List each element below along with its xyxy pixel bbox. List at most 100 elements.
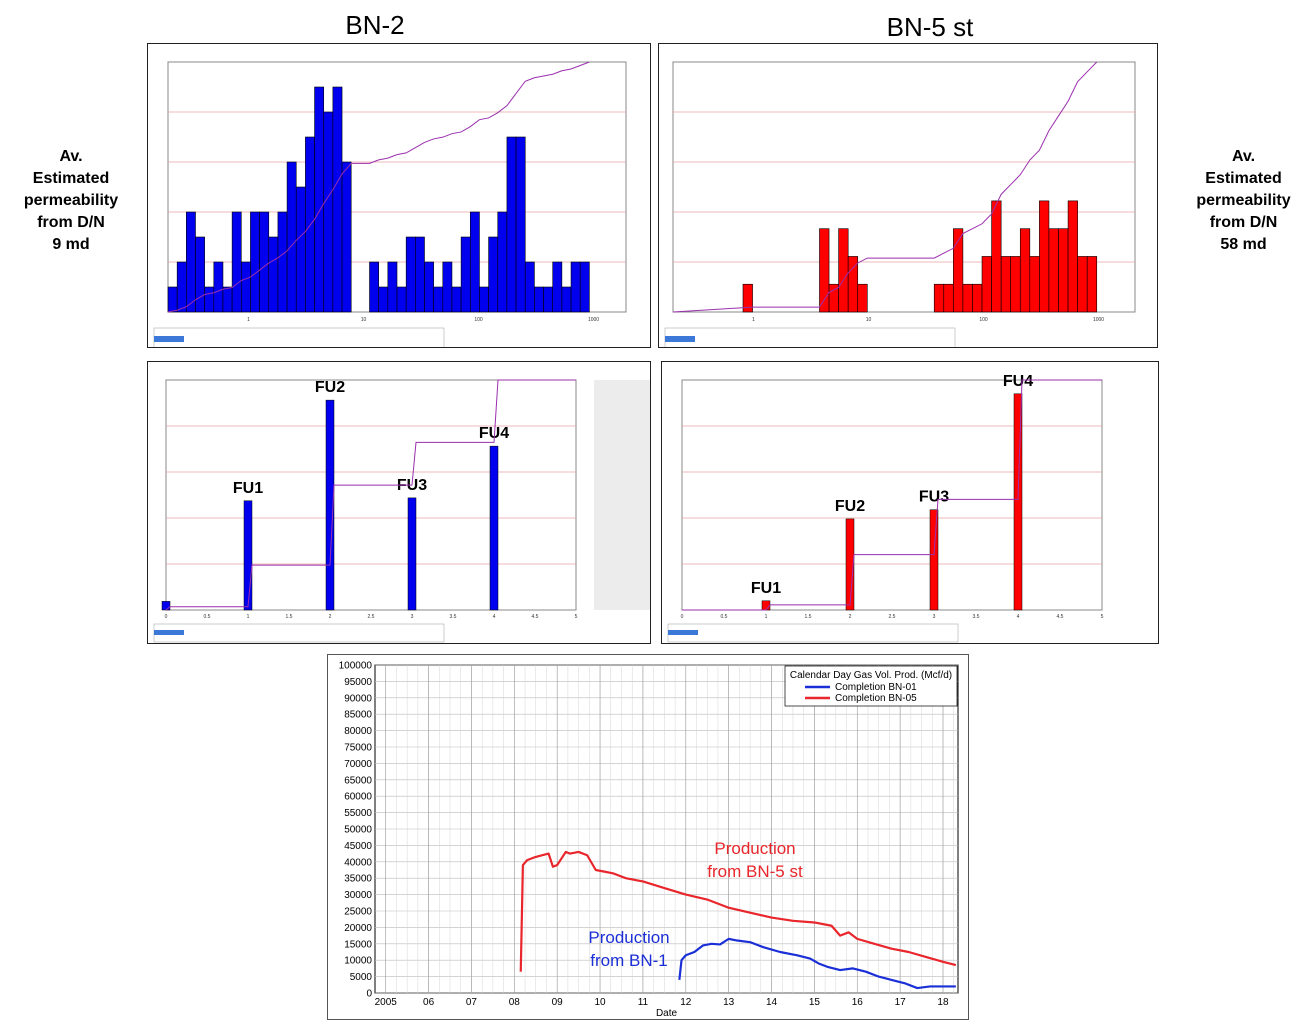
histogram-bar (396, 286, 407, 313)
histogram-bar (1000, 256, 1012, 313)
histogram-bar (543, 286, 554, 313)
histogram-bar (369, 261, 379, 313)
histogram-bar (222, 286, 233, 313)
x-tick-label: 2 (849, 614, 852, 620)
y-tick-label: 60000 (344, 792, 372, 803)
x-tick-label: 0.5 (721, 614, 728, 620)
y-tick-label: 15000 (344, 939, 372, 950)
histogram-bar (240, 261, 251, 313)
histogram-bar (213, 261, 224, 313)
y-tick-label: 95000 (344, 677, 372, 688)
histogram-bar (314, 86, 325, 313)
x-tick-label: 10 (361, 317, 367, 323)
histogram-bar (195, 236, 205, 313)
stats-table-highlight (154, 336, 184, 342)
flow-unit-bar (489, 445, 499, 611)
x-tick-label: 14 (766, 997, 778, 1008)
histogram-bar (933, 283, 945, 313)
bn5st-histogram-chart: 1 10 100 1000 (664, 61, 1136, 353)
histogram-bar (286, 161, 297, 313)
histogram-bar (176, 261, 187, 313)
histogram-bar (742, 283, 753, 313)
y-tick-label: 5000 (350, 972, 373, 983)
histogram-bar (405, 236, 416, 313)
title-bn2: BN-2 (345, 10, 405, 40)
histogram-bar (1019, 228, 1031, 313)
x-tick-label: 100 (474, 317, 483, 323)
y-tick-label: 30000 (344, 890, 372, 901)
histogram-bar (268, 236, 279, 313)
histogram-bar (972, 283, 983, 313)
flow-unit-bar (929, 509, 939, 611)
flow-unit-bar (325, 399, 335, 611)
histogram-bar (415, 236, 425, 313)
histogram-bar (378, 286, 389, 313)
x-tick-label: 17 (895, 997, 907, 1008)
histogram-bar (953, 228, 964, 313)
note-right-line: Av. (1231, 148, 1256, 165)
x-tick-label: 15 (809, 997, 821, 1008)
x-tick-label: 07 (466, 997, 478, 1008)
histogram-bar (488, 236, 499, 313)
annotation-text: Production (588, 928, 669, 947)
histogram-bar (981, 256, 992, 313)
bn2-flowunit-panel: FU1 FU2 FU3 FU4 0 0.5 1 1.5 2 2.5 3 3.5 4 4.5 5 (147, 361, 660, 644)
production-panel: 0 5000 10000 15000 20000 25000 30000 35000 40000… (327, 654, 969, 1020)
histogram-bar (1067, 200, 1078, 313)
note-left-line: permeability (23, 192, 119, 209)
x-tick-label: 2.5 (368, 614, 375, 620)
y-tick-label: 75000 (344, 743, 372, 754)
x-tick-label: 1 (765, 614, 768, 620)
histogram-bar (561, 286, 572, 313)
cumulative-line (682, 379, 1102, 611)
stats-table (153, 327, 445, 353)
histogram-bar (1058, 228, 1069, 313)
stats-table-highlight (665, 336, 695, 342)
flow-unit-bar (407, 497, 417, 611)
y-tick-label: 55000 (344, 808, 372, 819)
histogram-bar (857, 283, 868, 313)
note-right: Av. Estimated permeability from D/N 58 m… (1175, 146, 1312, 256)
x-tick-label: 1000 (588, 317, 599, 323)
x-tick-label: 0 (165, 614, 168, 620)
x-tick-label: 08 (509, 997, 521, 1008)
flow-unit-bar (1013, 393, 1023, 611)
x-tick-label: 4.5 (1057, 614, 1064, 620)
x-tick-label: 4.5 (532, 614, 539, 620)
x-tick-label: 10 (594, 997, 606, 1008)
histogram-bar (943, 283, 954, 313)
histogram-bar (167, 286, 178, 313)
histogram-bar (277, 211, 288, 313)
y-tick-label: 0 (366, 989, 372, 1000)
histogram-bar (515, 136, 526, 313)
histogram-bar (424, 261, 434, 313)
x-tick-label: 100 (979, 317, 988, 323)
annotation-text: from BN-5 st (707, 862, 803, 881)
x-tick-label: 13 (723, 997, 735, 1008)
histogram-bar (469, 211, 480, 313)
histogram-bar (1010, 256, 1021, 313)
x-tick-label: 0.5 (204, 614, 211, 620)
x-tick-label: 10 (866, 317, 872, 323)
bn5st-flowunit-chart: FU1 FU2 FU3 FU4 0 0.5 1 1.5 2 2.5 3 3.5 4 4.5 5 (667, 373, 1104, 643)
stats-table (664, 327, 956, 353)
bn2-histogram-chart: 1 10 100 1000 (153, 61, 627, 353)
x-tick-label: 3.5 (973, 614, 980, 620)
bn2-histogram-panel: 1 10 100 1000 (147, 43, 651, 353)
histogram-bar (524, 261, 535, 313)
histogram-bar (552, 261, 563, 313)
flow-unit-bar (761, 600, 771, 611)
flow-unit-label: FU4 (1003, 373, 1033, 390)
histogram-bar (1048, 228, 1059, 313)
histogram-bar (991, 200, 1002, 313)
x-tick-label: 2 (329, 614, 332, 620)
x-tick-label: 1 (247, 317, 250, 323)
note-right-line: 58 md (1220, 236, 1267, 253)
annotation-text: Production (714, 839, 795, 858)
x-tick-label: 5 (1101, 614, 1104, 620)
x-tick-label: 2.5 (889, 614, 896, 620)
title-bn5st: BN-5 st (886, 12, 974, 42)
flow-unit-bar (243, 500, 253, 611)
x-tick-label: 4 (493, 614, 496, 620)
